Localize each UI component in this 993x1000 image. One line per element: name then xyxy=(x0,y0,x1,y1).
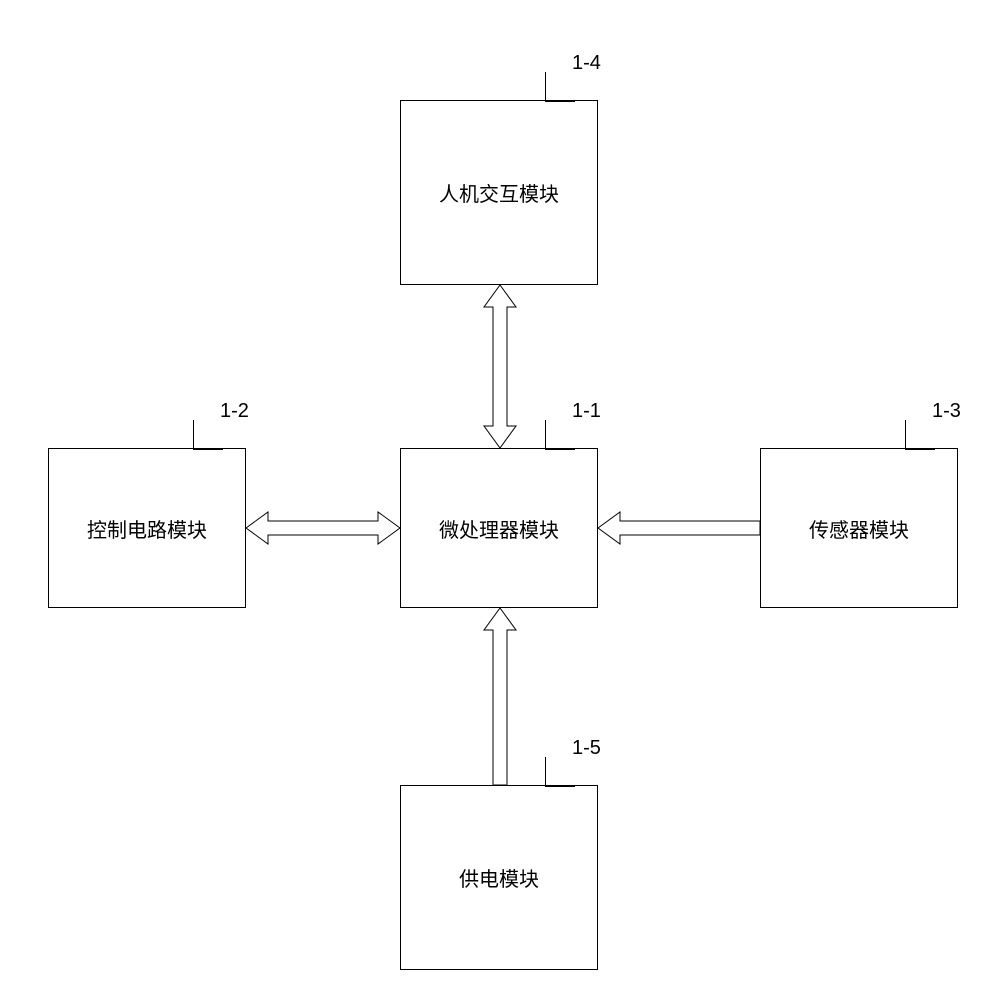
leader-line xyxy=(193,420,223,450)
box-label: 供电模块 xyxy=(459,863,539,892)
leader-line xyxy=(905,420,935,450)
arrow-right-center xyxy=(598,512,760,544)
box-power: 供电模块 xyxy=(400,785,598,970)
box-label: 控制电路模块 xyxy=(87,514,207,543)
box-microprocessor: 微处理器模块 xyxy=(400,448,598,608)
arrow-bottom-center xyxy=(484,608,516,785)
leader-line xyxy=(545,420,575,450)
arrow-top-center xyxy=(484,285,516,448)
leader-line xyxy=(545,72,575,102)
box-hmi: 人机交互模块 xyxy=(400,100,598,285)
leader-line xyxy=(545,757,575,787)
ref-label-bottom: 1-5 xyxy=(572,737,601,760)
box-sensor: 传感器模块 xyxy=(760,448,958,608)
arrow-left-center xyxy=(246,512,400,544)
box-control-circuit: 控制电路模块 xyxy=(48,448,246,608)
box-label: 微处理器模块 xyxy=(439,514,559,543)
block-diagram: 微处理器模块 1-1 控制电路模块 1-2 传感器模块 1-3 人机交互模块 1… xyxy=(0,0,993,1000)
ref-label-center: 1-1 xyxy=(572,400,601,423)
ref-label-left: 1-2 xyxy=(220,400,249,423)
ref-label-right: 1-3 xyxy=(932,400,961,423)
box-label: 传感器模块 xyxy=(809,514,909,543)
box-label: 人机交互模块 xyxy=(439,178,559,207)
ref-label-top: 1-4 xyxy=(572,52,601,75)
